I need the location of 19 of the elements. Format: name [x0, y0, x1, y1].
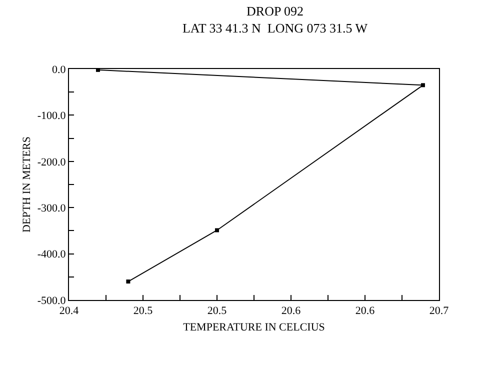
y-tick-label: -400.0 [37, 248, 66, 261]
x-tick-label: 20.6 [355, 305, 376, 318]
y-axis-title: DEPTH IN METERS [21, 136, 34, 232]
x-tick-label: 20.5 [207, 305, 228, 318]
point [96, 69, 100, 72]
chart-title: DROP 092 LAT 33 41.3 N LONG 073 31.5 W [182, 3, 368, 36]
y-tick-label: 0.0 [52, 64, 66, 76]
point [215, 228, 219, 232]
y-tick-label: -200.0 [37, 156, 66, 168]
x-tick-label: 20.6 [281, 305, 302, 318]
point [420, 83, 425, 88]
x-tick-label: 20.4 [59, 305, 80, 318]
x-tick-label: 20.7 [429, 305, 450, 318]
y-tick-label: -500.0 [37, 294, 66, 307]
y-tick-label: -300.0 [37, 202, 66, 214]
x-tick-label: 20.5 [133, 305, 154, 318]
y-tick-label: -100.0 [37, 110, 66, 122]
x-axis-title: TEMPERATURE IN CELCIUS [183, 321, 325, 334]
point [126, 280, 130, 284]
